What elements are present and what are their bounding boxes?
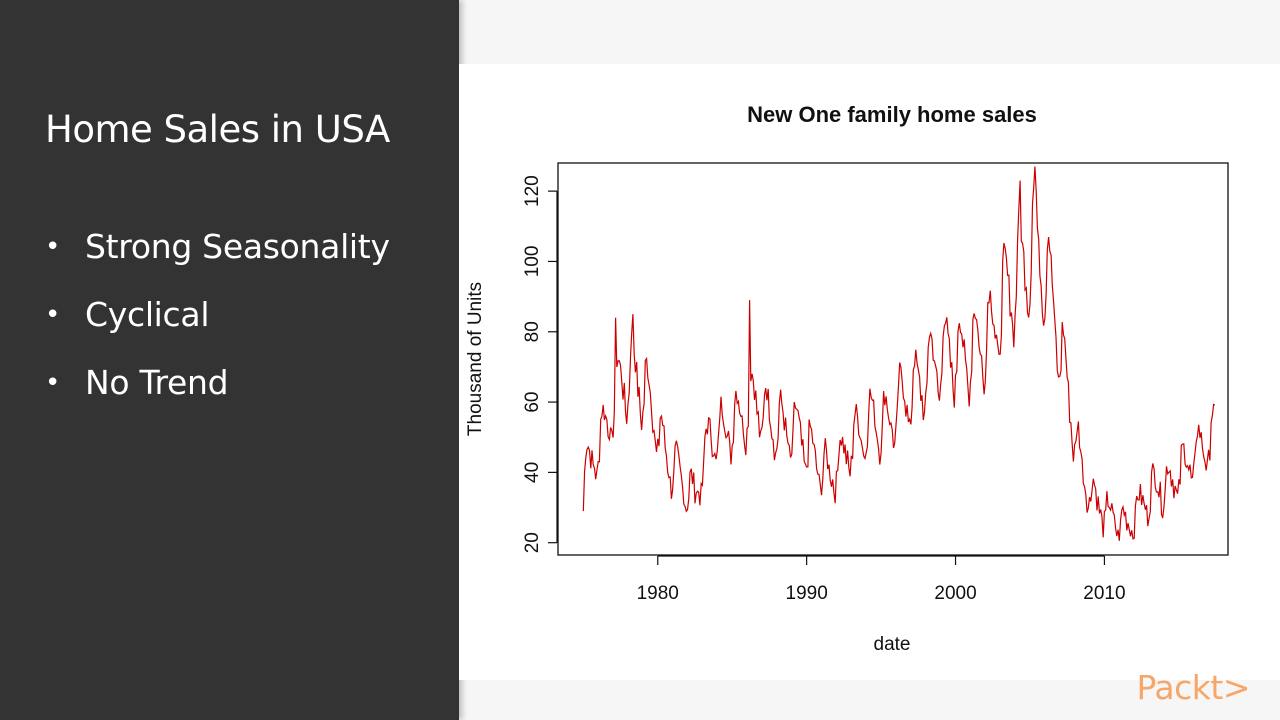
bullet-list: • Strong Seasonality • Cyclical • No Tre… [45, 226, 390, 430]
bullet-text: No Trend [85, 363, 229, 402]
y-tick-label: 40 [522, 462, 543, 483]
slide-title: Home Sales in USA [45, 108, 390, 151]
chart-card: New One family home sales 1980 1990 2000 20… [459, 64, 1280, 680]
plot-frame [557, 162, 1229, 556]
x-tick-label: 1990 [786, 583, 828, 604]
y-axis-label: Thousand of Units [465, 282, 486, 436]
left-panel: Home Sales in USA • Strong Seasonality •… [0, 0, 459, 720]
bullet-item: • No Trend [45, 362, 390, 430]
x-axis: 1980 1990 2000 2010 [637, 555, 1126, 604]
x-axis-label: date [874, 634, 911, 655]
y-tick-label: 100 [522, 246, 543, 278]
chart-title: New One family home sales [747, 102, 1037, 127]
y-tick-label: 120 [522, 175, 543, 207]
bullet-text: Cyclical [85, 295, 210, 334]
bullet-text: Strong Seasonality [85, 227, 390, 266]
y-tick-label: 20 [522, 532, 543, 553]
packt-logo: Packt> [1136, 668, 1251, 707]
bullet-dot-icon: • [45, 232, 61, 262]
bullet-item: • Cyclical [45, 294, 390, 362]
series-line [582, 166, 1216, 541]
y-tick-label: 60 [522, 391, 543, 412]
y-tick-label: 80 [522, 321, 543, 342]
x-tick-label: 2000 [934, 583, 976, 604]
bullet-dot-icon: • [45, 368, 61, 398]
y-axis: 20 40 60 80 100 120 [522, 175, 558, 553]
bullet-dot-icon: • [45, 300, 61, 330]
x-tick-label: 1980 [637, 583, 679, 604]
bullet-item: • Strong Seasonality [45, 226, 390, 294]
line-chart: New One family home sales 1980 1990 2000 20… [465, 102, 1229, 655]
x-tick-label: 2010 [1083, 583, 1125, 604]
